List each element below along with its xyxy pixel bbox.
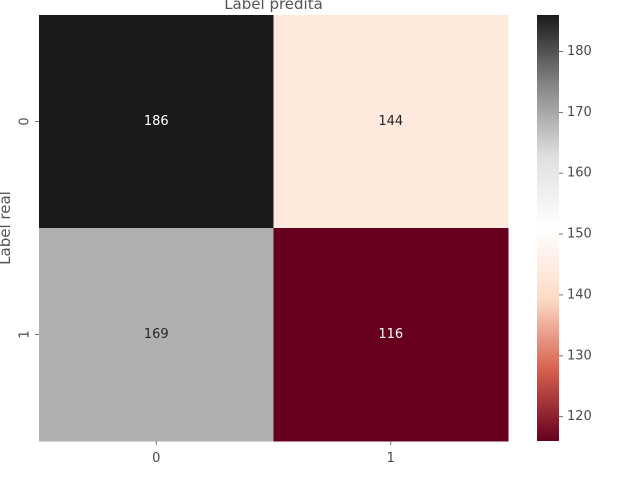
colorbar: 120 130 140 150 160 170 180 [537,15,592,441]
heatmap-cells [39,15,509,442]
colorbar-tick-label: 160 [567,166,592,181]
x-axis-title: Label predita [224,0,323,13]
colorbar-tick-label: 120 [567,409,592,424]
colorbar-tick-label: 140 [567,287,592,302]
y-axis-title: Label real [0,191,14,265]
cell-value-r1-c1: 116 [378,327,403,342]
colorbar-tick-label: 180 [567,44,592,59]
y-tick-label: 0 [18,117,33,125]
axis-ticks: 0 1 0 1 [18,117,395,466]
colorbar-tick-label: 170 [567,105,592,120]
cell-annotations: 186 144 169 116 [144,114,403,342]
cell-value-r0-c0: 186 [144,114,169,129]
heatmap-cell-r1-c1 [273,228,509,442]
cell-value-r0-c1: 144 [378,114,403,129]
heatmap-cell-r0-c0 [39,15,274,229]
heatmap-cell-r0-c1 [273,15,509,229]
heatmap-cell-r1-c0 [39,228,274,442]
x-tick-label: 0 [152,451,160,466]
x-tick-label: 1 [387,451,395,466]
cell-value-r1-c0: 169 [144,327,169,342]
colorbar-tick-label: 150 [567,227,592,242]
colorbar-gradient [537,15,559,441]
colorbar-tick-label: 130 [567,348,592,363]
y-tick-label: 1 [18,330,33,338]
